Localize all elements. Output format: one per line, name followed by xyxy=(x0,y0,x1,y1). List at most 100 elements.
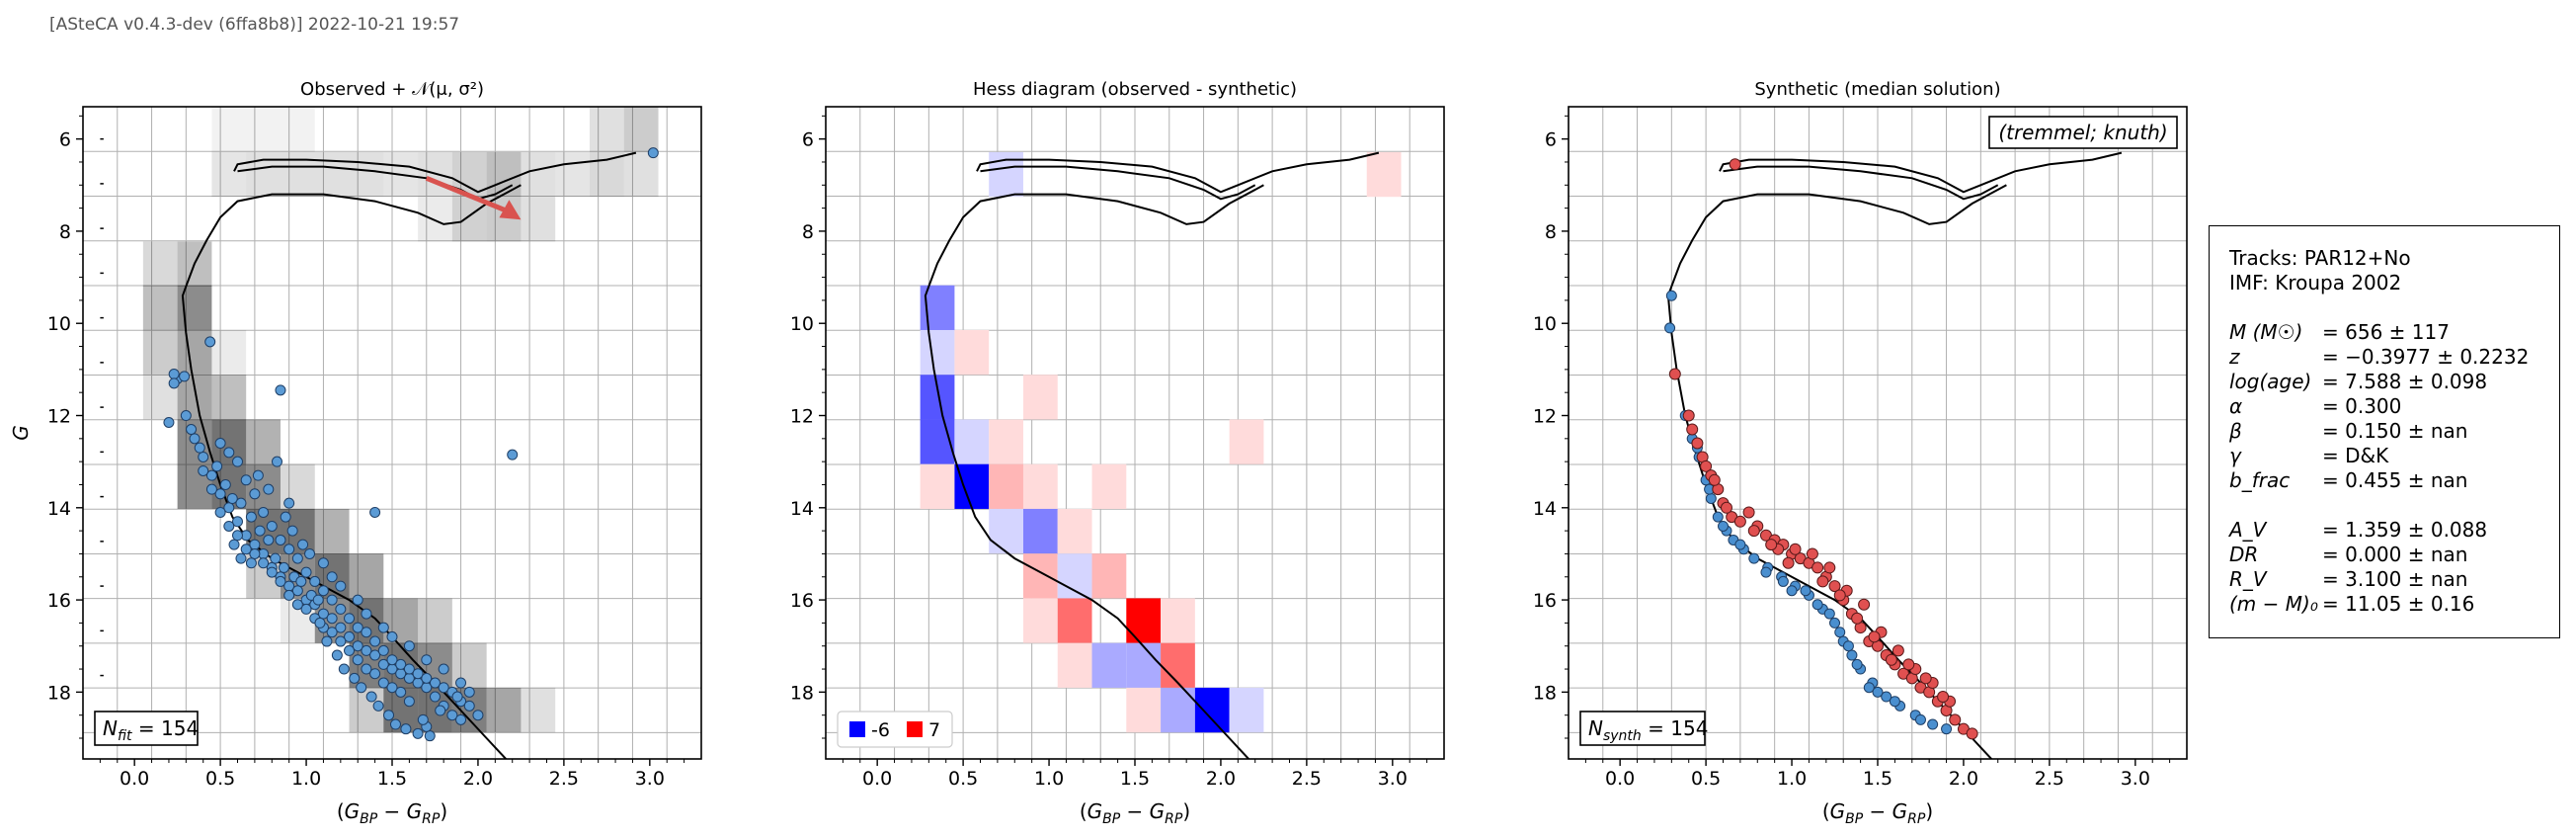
synthetic-binary-point xyxy=(1747,525,1760,538)
hess-cell xyxy=(989,419,1023,464)
synthetic-binary-point xyxy=(1765,539,1778,551)
isochrone-curve xyxy=(927,184,1264,288)
method-tag-text: (tremmel; knuth) xyxy=(1998,121,2167,144)
synthetic-single-point xyxy=(1881,691,1892,703)
observed-star-point xyxy=(335,603,347,615)
param-row: z = −0.3977 ± 0.2232 xyxy=(2229,345,2559,370)
observed-star-point xyxy=(223,502,235,514)
observed-star-point xyxy=(352,640,363,652)
observed-star-point xyxy=(283,544,295,555)
x-tick-label: 1.0 xyxy=(1777,768,1807,790)
hess-cell xyxy=(1229,687,1264,733)
synthetic-single-point xyxy=(1705,492,1717,504)
param-value: = 0.300 xyxy=(2322,394,2402,418)
observed-star-point xyxy=(214,488,226,500)
param-row: log(age) = 7.588 ± 0.098 xyxy=(2229,370,2559,394)
synthetic-binary-point xyxy=(1789,543,1802,555)
synthetic-single-point xyxy=(1872,686,1884,698)
extinction-arrow-head xyxy=(499,200,522,220)
observed-star-point xyxy=(240,544,252,555)
observed-star-point xyxy=(214,437,226,449)
synthetic-single-point xyxy=(1734,539,1746,550)
observed-star-point xyxy=(424,730,436,742)
observed-star-point xyxy=(275,384,286,396)
hess-cell xyxy=(1126,642,1162,688)
synthetic-single-point xyxy=(1823,608,1835,620)
density-cell xyxy=(211,329,247,376)
observed-star-point xyxy=(361,608,372,620)
observed-star-point xyxy=(283,497,295,509)
density-cell xyxy=(246,107,281,152)
synthetic-binary-point xyxy=(1833,589,1846,602)
y-tick-label: 10 xyxy=(790,313,814,335)
observed-star-point xyxy=(369,506,381,518)
observed-star-point xyxy=(249,547,261,559)
version-stamp: [ASteCA v0.4.3-dev (6ffa8b8)] 2022-10-21… xyxy=(49,15,459,35)
density-cell xyxy=(314,508,350,554)
param-value: = 0.000 ± nan xyxy=(2322,543,2468,566)
observed-star-point xyxy=(275,534,286,545)
synthetic-single-point xyxy=(1800,585,1811,597)
density-cell xyxy=(211,107,247,152)
y-tick-label: 14 xyxy=(47,498,71,520)
hess-cell xyxy=(1022,375,1058,420)
observed-star-point xyxy=(412,668,424,680)
density-cell xyxy=(451,197,487,242)
observed-star-point xyxy=(438,682,449,694)
observed-star-point xyxy=(291,552,303,564)
synthetic-binary-point xyxy=(1668,368,1681,380)
synthetic-binary-point xyxy=(1742,506,1755,519)
observed-star-point xyxy=(352,594,363,606)
synthetic-binary-point xyxy=(1708,473,1721,486)
observed-star-point xyxy=(226,492,238,504)
density-cell xyxy=(211,375,247,420)
param-key: log(age) xyxy=(2229,370,2312,393)
x-tick-label: 2.0 xyxy=(463,768,493,790)
panel-observed: 0.0 0.5 1.0 1.5 2.0 2.5 3.0 6 8 10 12 14 16 18 Observe… xyxy=(9,79,702,827)
hess-cell xyxy=(1091,642,1127,688)
observed-star-point xyxy=(240,474,252,486)
param-row: γ = D&K xyxy=(2229,444,2559,468)
param-value: = 3.100 ± nan xyxy=(2322,567,2468,591)
param-key: R_V xyxy=(2229,567,2267,591)
synthetic-binary-point xyxy=(1966,727,1978,740)
observed-star-point xyxy=(263,534,275,545)
synthetic-single-point xyxy=(1941,723,1953,735)
density-cell xyxy=(623,151,659,198)
hess-cell xyxy=(1229,419,1264,464)
isochrone-curve xyxy=(976,151,1380,194)
observed-star-point xyxy=(335,622,347,633)
observed-star-point xyxy=(400,723,412,735)
param-key: α xyxy=(2229,394,2243,418)
plot-area xyxy=(1569,107,2187,759)
legend-label: -6 xyxy=(871,719,890,741)
param-value: = −0.3977 ± 0.2232 xyxy=(2322,345,2530,369)
observed-star-point xyxy=(275,575,286,587)
param-value: = 1.359 ± 0.088 xyxy=(2322,518,2488,542)
x-tick-label: 0.0 xyxy=(1605,768,1635,790)
param-value: = 656 ± 117 xyxy=(2322,320,2450,344)
synthetic-binary-point xyxy=(1868,630,1881,643)
observed-star-point xyxy=(280,511,291,523)
y-tick-label: 18 xyxy=(47,682,71,704)
observed-star-point xyxy=(352,654,363,666)
observed-star-point xyxy=(211,461,223,472)
observed-star-point xyxy=(235,497,247,509)
observed-star-point xyxy=(300,566,312,578)
observed-star-point xyxy=(429,691,441,703)
hess-cell xyxy=(1126,687,1162,733)
x-tick-label: 2.5 xyxy=(1292,768,1322,790)
legend-label: 7 xyxy=(928,719,940,741)
hess-cell xyxy=(1091,463,1127,509)
synthetic-binary-point xyxy=(1782,556,1795,569)
isochrone-curve xyxy=(980,165,1256,201)
observed-star-point xyxy=(232,456,243,467)
observed-star-point xyxy=(386,630,398,642)
observed-star-point xyxy=(271,456,282,467)
density-cell xyxy=(521,687,556,733)
hess-cell xyxy=(954,463,990,509)
synthetic-binary-point xyxy=(1823,561,1836,574)
observed-star-point xyxy=(300,603,312,615)
isochrone-curve xyxy=(1670,184,2007,288)
observed-star-point xyxy=(204,336,216,348)
